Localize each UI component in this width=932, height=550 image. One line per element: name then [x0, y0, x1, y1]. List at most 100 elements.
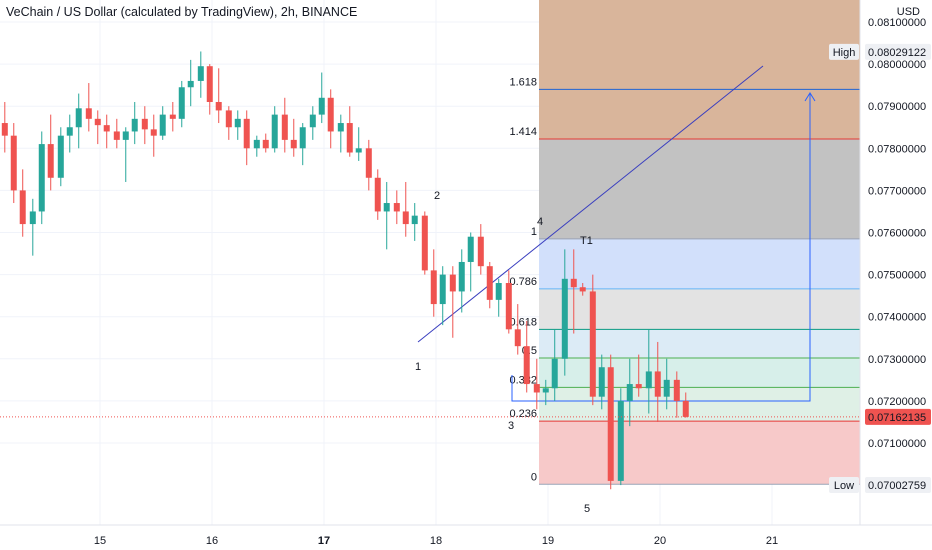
candle-body [131, 118, 138, 132]
price-tick-label: 0.07600000 [868, 228, 926, 240]
low-price-tag: 0.07002759 [865, 477, 931, 493]
candle-body [66, 127, 73, 136]
projection-arrowhead [804, 92, 816, 102]
candle [85, 83, 92, 132]
projection-arrow [511, 92, 816, 402]
candle [243, 110, 250, 166]
candle-body [309, 114, 316, 128]
candle [607, 354, 614, 490]
candle-body [393, 203, 400, 212]
candle [355, 127, 362, 161]
candle-body [346, 123, 353, 153]
candle [374, 169, 381, 220]
current-price-tag-text: 0.07162135 [868, 412, 926, 424]
wave-label-2: 2 [434, 190, 440, 202]
candle [318, 72, 325, 124]
candle-body [514, 329, 521, 347]
candles [1, 51, 689, 490]
candle-body [225, 110, 232, 128]
candle-body [290, 139, 297, 149]
candle [365, 139, 372, 191]
fib-target-label: T1 [580, 235, 593, 247]
candle-body [47, 144, 54, 178]
fib-zone [539, 387, 860, 422]
candle-body [10, 135, 17, 191]
candle [206, 64, 213, 115]
candle [421, 211, 428, 275]
candle [38, 131, 45, 225]
candle-body [533, 384, 540, 393]
candle [673, 371, 680, 418]
high-price-tag-text: 0.08029122 [868, 47, 926, 59]
candle-body [355, 148, 362, 153]
candle [159, 106, 166, 140]
low-price-tag-text: 0.07002759 [868, 480, 926, 492]
time-tick-label: 20 [654, 535, 666, 547]
candle-body [495, 283, 502, 300]
candle-body [215, 101, 222, 111]
candle-body [570, 278, 577, 288]
trend-line [417, 65, 764, 343]
candle-body [467, 236, 474, 262]
candle-body [178, 87, 185, 119]
candle [523, 320, 530, 393]
candle-body [159, 114, 166, 136]
candle [663, 358, 670, 410]
time-tick-label: 21 [766, 535, 778, 547]
candle-body [243, 118, 250, 149]
candle [402, 181, 409, 237]
low-label: Low [834, 480, 854, 492]
candle [103, 114, 110, 149]
candle-body [197, 66, 204, 81]
high-label-box [829, 43, 859, 60]
candle-body [607, 367, 614, 481]
candle-body [663, 379, 670, 397]
candle-body [38, 144, 45, 212]
candle-body [122, 131, 129, 140]
candle-body [645, 371, 652, 389]
fib-zone-low [539, 421, 860, 485]
time-tick-label: 19 [542, 535, 554, 547]
candle-body [94, 118, 101, 126]
candle [234, 110, 241, 140]
candle-body [103, 125, 110, 132]
candle [113, 118, 120, 149]
candle-body [29, 211, 36, 225]
candle [533, 358, 540, 410]
current-price-tag-box [865, 408, 931, 425]
candle [215, 68, 222, 124]
candle [654, 341, 661, 422]
candle [505, 270, 512, 334]
candle-body [654, 371, 661, 397]
candle-body [234, 118, 241, 128]
price-tick-label: 0.07900000 [868, 101, 926, 113]
candle-body [682, 400, 689, 417]
candle-body [542, 388, 549, 393]
candle-body [374, 177, 381, 212]
price-tick-label: 0.07500000 [868, 270, 926, 282]
candle-body [551, 358, 558, 389]
candle [1, 101, 8, 153]
candle-body [579, 287, 586, 292]
candle [327, 89, 334, 149]
candle [337, 114, 344, 153]
candle [589, 274, 596, 406]
candle [645, 329, 652, 414]
candle-body [337, 123, 344, 132]
candle-body [365, 148, 372, 178]
price-axis-currency: USD [897, 6, 920, 18]
candle [75, 93, 82, 149]
candle [514, 304, 521, 355]
candle [411, 203, 418, 241]
candle-body [421, 215, 428, 271]
fib-zone [539, 357, 860, 388]
low-price-tag-box [865, 477, 931, 493]
fib-level-label: 1 [531, 226, 537, 238]
fib-level-label: 0.382 [509, 374, 537, 386]
candle-body [318, 97, 325, 115]
candle [225, 106, 232, 140]
candle [47, 114, 54, 191]
